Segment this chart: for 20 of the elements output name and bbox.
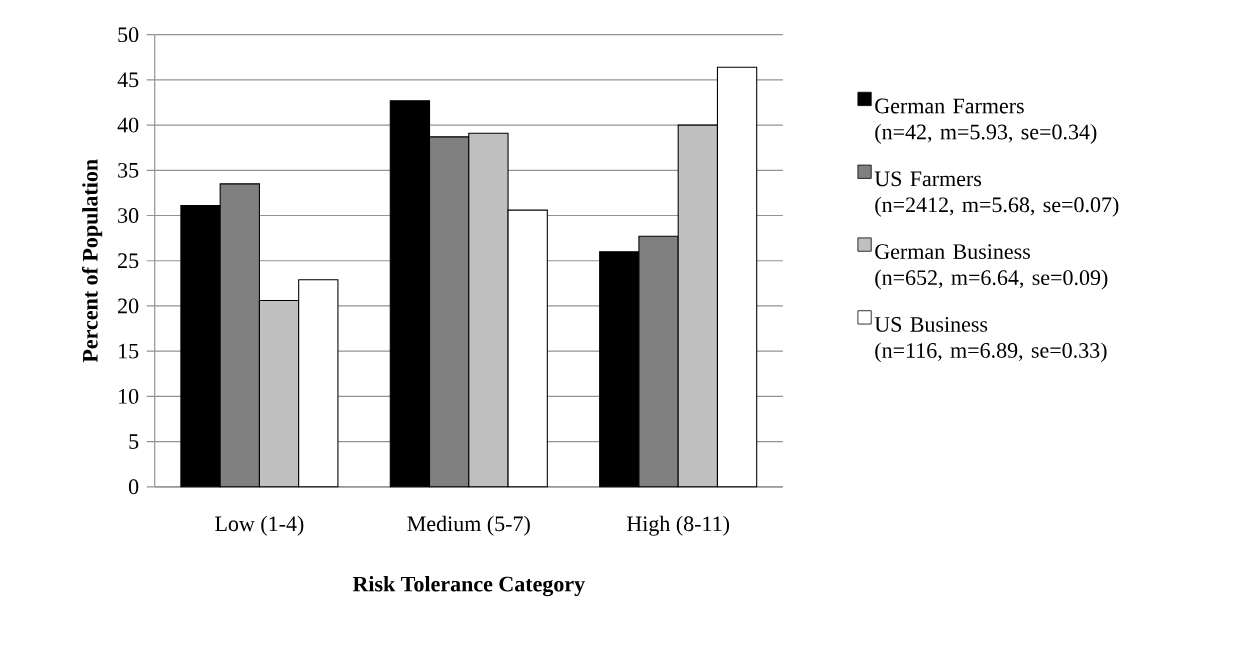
y-tick-label: 25: [118, 253, 139, 269]
x-tick-label: High (8-11): [626, 515, 730, 536]
legend-label: German Farmers (n=42, m=5.93, se=0.34): [875, 98, 1097, 145]
y-tick-label: 50: [118, 27, 139, 43]
y-tick-label: 20: [118, 298, 139, 314]
y-tick-label: 30: [118, 208, 139, 224]
legend-label: US Business (n=116, m=6.89, se=0.33): [874, 317, 1107, 363]
y-axis-title: Percent of Population: [81, 159, 103, 363]
legend-label: German Business (n=652, m=6.64, se=0.09): [875, 244, 1108, 290]
y-tick-label: 45: [117, 72, 139, 88]
y-tick-label: 5: [129, 434, 139, 450]
y-tick-label: 35: [118, 163, 139, 178]
x-axis-title: Risk Tolerance Category: [352, 576, 585, 597]
x-tick-label: Medium (5-7): [407, 515, 530, 536]
y-tick-label: 15: [119, 344, 139, 359]
y-tick-label: 40: [117, 117, 139, 133]
legend-label: US Farmers (n=2412, m=5.68, se=0.07): [874, 171, 1119, 217]
y-tick-label: 10: [119, 389, 139, 405]
y-tick-label: 0: [128, 479, 139, 495]
x-tick-label: Low (1-4): [215, 515, 304, 536]
